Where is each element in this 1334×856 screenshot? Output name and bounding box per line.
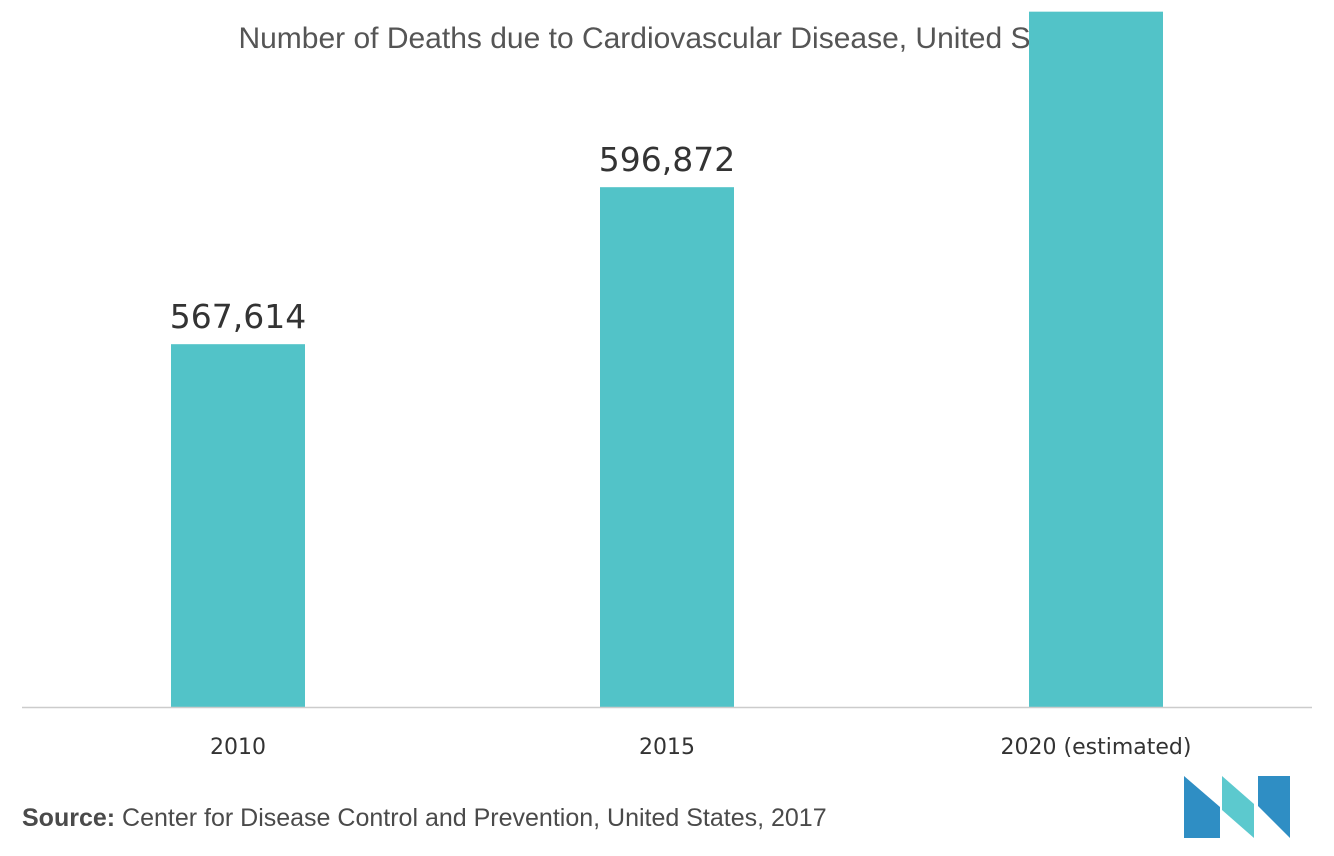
- bar-1: [171, 344, 305, 707]
- data-label-3: 629,581: [1028, 0, 1164, 4]
- chart-title: Number of Deaths due to Cardiovascular D…: [238, 22, 1096, 55]
- bar-3: [1029, 11, 1163, 708]
- x-tick-label-1: 2010: [210, 735, 266, 760]
- bar-chart: 567,614 2010 596,872 2015 629,581 2020 (estim…: [22, 0, 1312, 760]
- source-label: Source:: [22, 804, 116, 832]
- logo-shape-right: [1258, 776, 1290, 838]
- logo-shape-left: [1184, 776, 1220, 838]
- data-label-1: 567,614: [170, 297, 306, 336]
- bar-2: [600, 187, 734, 708]
- x-tick-label-3: 2020 (estimated): [1001, 735, 1192, 760]
- source-text: Center for Disease Control and Preventio…: [115, 804, 827, 832]
- source-note: Source: Center for Disease Control and P…: [22, 804, 827, 833]
- x-tick-label-2: 2015: [639, 735, 695, 760]
- logo-shape-mid: [1222, 776, 1254, 838]
- data-label-2: 596,872: [599, 140, 735, 179]
- brand-logo-icon: [1184, 776, 1290, 838]
